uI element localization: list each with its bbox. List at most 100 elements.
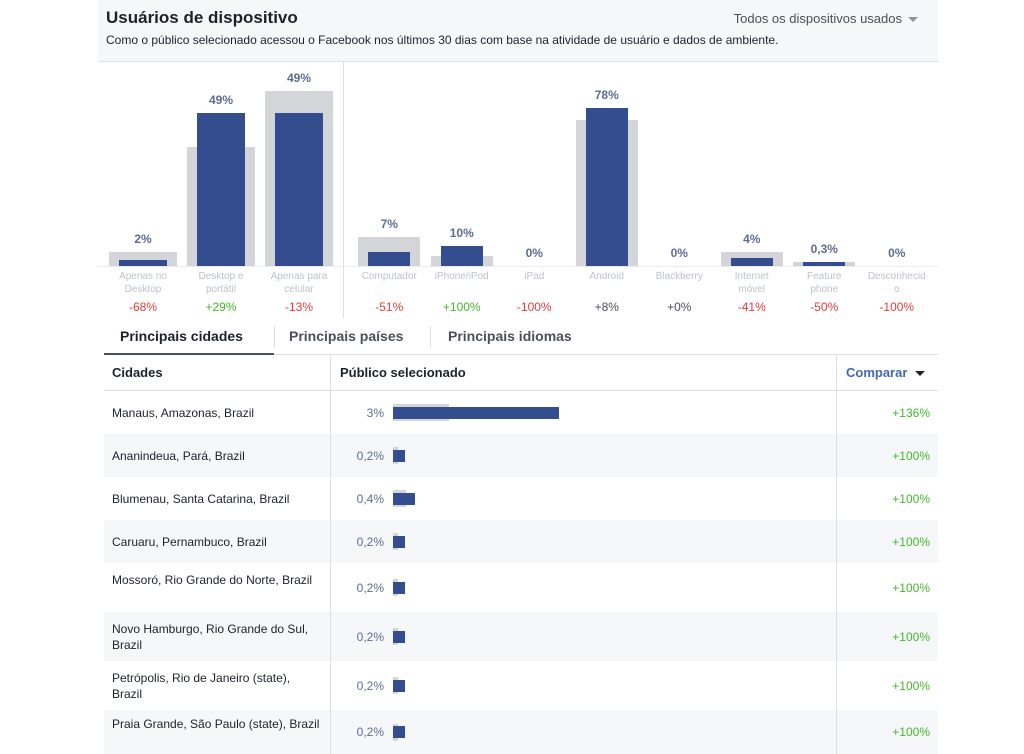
column-header-audience[interactable]: Público selecionado [340,365,466,380]
column-divider [836,355,837,754]
category-label-line: Blackberry [655,271,703,282]
compare-label: Comparar [846,365,908,380]
audience-bar [393,492,416,505]
platform-category-label: iPad [498,270,571,283]
platform-percent-label: 7% [380,216,398,231]
device-type-category-label: Desktop e portátil [182,270,260,296]
table-row[interactable]: Ananindeua, Pará, Brazil 0,2% +100% [104,434,938,477]
chart-divider [343,62,344,318]
audience-bar [393,726,405,738]
device-type-percent-label: 49% [208,92,234,107]
platform-value-bar [440,245,483,266]
device-type-delta-label: -13% [284,300,313,314]
tab-separator [430,326,431,348]
panel-title: Usuários de dispositivo [106,8,298,27]
chevron-down-icon [908,17,918,23]
platform-category-label: Desconhecid o [861,270,934,296]
table-row[interactable]: Caruaru, Pernambuco, Brazil 0,2% +100% [104,520,938,563]
audience-percent: 0,2% [356,678,384,693]
column-header-cities[interactable]: Cidades [112,365,163,380]
tab-top-cities[interactable]: Principais cidades [120,328,243,344]
table-row[interactable]: Manaus, Amazonas, Brazil 3% +136% [104,391,938,434]
table-row[interactable]: Praia Grande, São Paulo (state), Brazil 0… [104,710,938,754]
platform-bar-group[interactable]: 0% Desconhecid o -100% [861,62,934,318]
category-label-line: o [893,284,900,295]
platform-delta-label: -100% [879,300,915,314]
platform-bar-group[interactable]: 0% iPad -100% [498,62,571,318]
platform-percent-label: 10% [449,225,474,240]
platform-percent-label: 0% [525,246,543,260]
table-row[interactable]: Blumenau, Santa Catarina, Brazil 0,4% +100… [104,477,938,520]
device-type-value-bar [197,112,245,266]
audience-bar [393,581,405,594]
compare-delta: +100% [892,534,930,549]
platform-category-label: Blackberry [643,270,716,283]
device-users-panel: Usuários de dispositivo Como o público s… [98,0,938,754]
category-label-line: Desktop e [198,271,244,282]
city-name: Blumenau, Santa Catarina, Brazil [112,491,290,506]
platform-percent-label: 0,3% [810,242,838,256]
device-type-delta-label: +29% [205,300,237,314]
platform-category-label: Computador [353,270,426,283]
compare-delta: +100% [892,580,930,595]
platform-bar-group[interactable]: 78% Android +8% [571,62,644,318]
panel-subtitle: Como o público selecionado acessou o Fac… [106,33,779,47]
device-type-bar-group[interactable]: 2% Apenas no Desktop -68% [104,62,182,318]
audience-bar [393,535,405,548]
device-filter-dropdown[interactable]: Todos os dispositivos usados [734,11,918,26]
platform-delta-label: +100% [442,300,481,314]
category-label-line: Android [589,271,624,282]
platform-value-bar [803,262,846,266]
platform-category-label: Android [571,270,644,283]
compare-delta: +100% [892,678,930,693]
category-label-line: Desconhecid [867,271,926,282]
audience-bar [393,679,405,692]
city-name: Petrópolis, Rio de Janeiro (state), Braz… [112,670,291,701]
compare-delta: +100% [892,629,930,644]
platform-bar-group[interactable]: 10% iPhone/iPod +100% [426,62,499,318]
audience-bar [393,630,405,643]
category-label-line: Feature [807,271,842,282]
platform-delta-label: -50% [810,300,839,314]
tabs-bar: Principais cidades Principais países Pri… [104,318,938,355]
table-row[interactable]: Petrópolis, Rio de Janeiro (state), Braz… [104,661,938,710]
active-tab-indicator [104,353,274,355]
category-label-line: phone [810,284,839,295]
platform-delta-label: -100% [516,300,552,314]
compare-delta: +100% [892,725,930,739]
category-label-line: celular [284,284,314,295]
platform-value-bar [585,108,628,266]
city-name: Mossoró, Rio Grande do Norte, Brazil [112,572,313,587]
chart-baseline [98,266,938,267]
platform-bar-group[interactable]: 4% Internet móvel -41% [716,62,789,318]
audience-percent: 0,2% [356,629,384,644]
tab-top-languages[interactable]: Principais idiomas [448,328,572,344]
table-row[interactable]: Novo Hamburgo, Rio Grande do Sul, Brazil… [104,612,938,661]
platform-delta-label: +8% [594,300,619,314]
device-type-category-label: Apenas para celular [260,270,338,296]
compare-dropdown[interactable]: Comparar [846,365,926,380]
device-type-percent-label: 49% [286,70,312,85]
device-type-bar-group[interactable]: 49% Desktop e portátil +29% [182,62,260,318]
column-divider [330,355,331,754]
device-type-value-bar [119,259,167,266]
device-charts: 2% Apenas no Desktop -68% 49% Desktop e portát… [98,62,938,318]
table-row[interactable]: Mossoró, Rio Grande do Norte, Brazil 0,2%… [104,563,938,612]
platform-percent-label: 0% [888,246,906,260]
audience-percent: 0,2% [356,725,384,739]
platform-bar-group[interactable]: 0,3% Feature phone -50% [788,62,861,318]
tab-top-countries[interactable]: Principais países [289,328,404,344]
city-name: Caruaru, Pernambuco, Brazil [112,534,267,549]
audience-bar [393,406,559,419]
platform-bar-group[interactable]: 7% Computador -51% [353,62,426,318]
city-name: Praia Grande, São Paulo (state), Brazil [112,717,320,731]
tab-separator [274,326,275,348]
platform-value-bar [730,257,773,266]
platform-bar-group[interactable]: 0% Blackberry +0% [643,62,716,318]
city-name: Manaus, Amazonas, Brazil [112,405,255,420]
platform-value-bar [368,251,411,266]
category-label-line: Computador [361,271,417,282]
device-type-bar-group[interactable]: 49% Apenas para celular -13% [260,62,338,318]
category-label-line: portátil [205,284,236,295]
device-filter-label: Todos os dispositivos usados [733,11,902,26]
